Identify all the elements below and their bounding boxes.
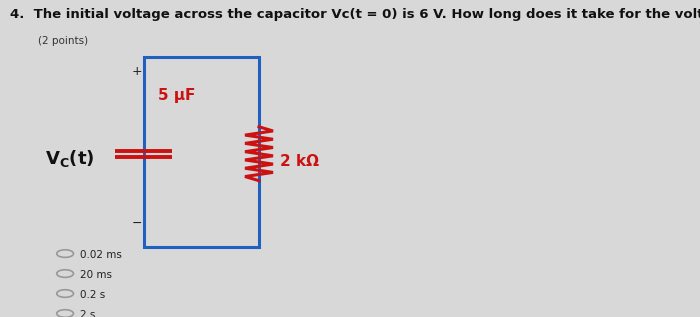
Text: $\mathbf{V_C(t)}$: $\mathbf{V_C(t)}$	[46, 148, 94, 169]
Text: 0.2 s: 0.2 s	[80, 290, 106, 300]
Text: (2 points): (2 points)	[38, 36, 89, 47]
Text: −: −	[132, 217, 141, 230]
Text: 5 μF: 5 μF	[158, 87, 195, 103]
Bar	[144, 57, 259, 247]
Text: 0.02 ms: 0.02 ms	[80, 250, 122, 260]
Text: 4.  The initial voltage across the capacitor Vc(t = 0) is 6 V. How long does it : 4. The initial voltage across the capaci…	[10, 8, 700, 21]
Text: +: +	[131, 65, 142, 78]
Text: 20 ms: 20 ms	[80, 270, 113, 280]
Text: 2 kΩ: 2 kΩ	[280, 154, 319, 169]
Text: 2 s: 2 s	[80, 310, 96, 317]
